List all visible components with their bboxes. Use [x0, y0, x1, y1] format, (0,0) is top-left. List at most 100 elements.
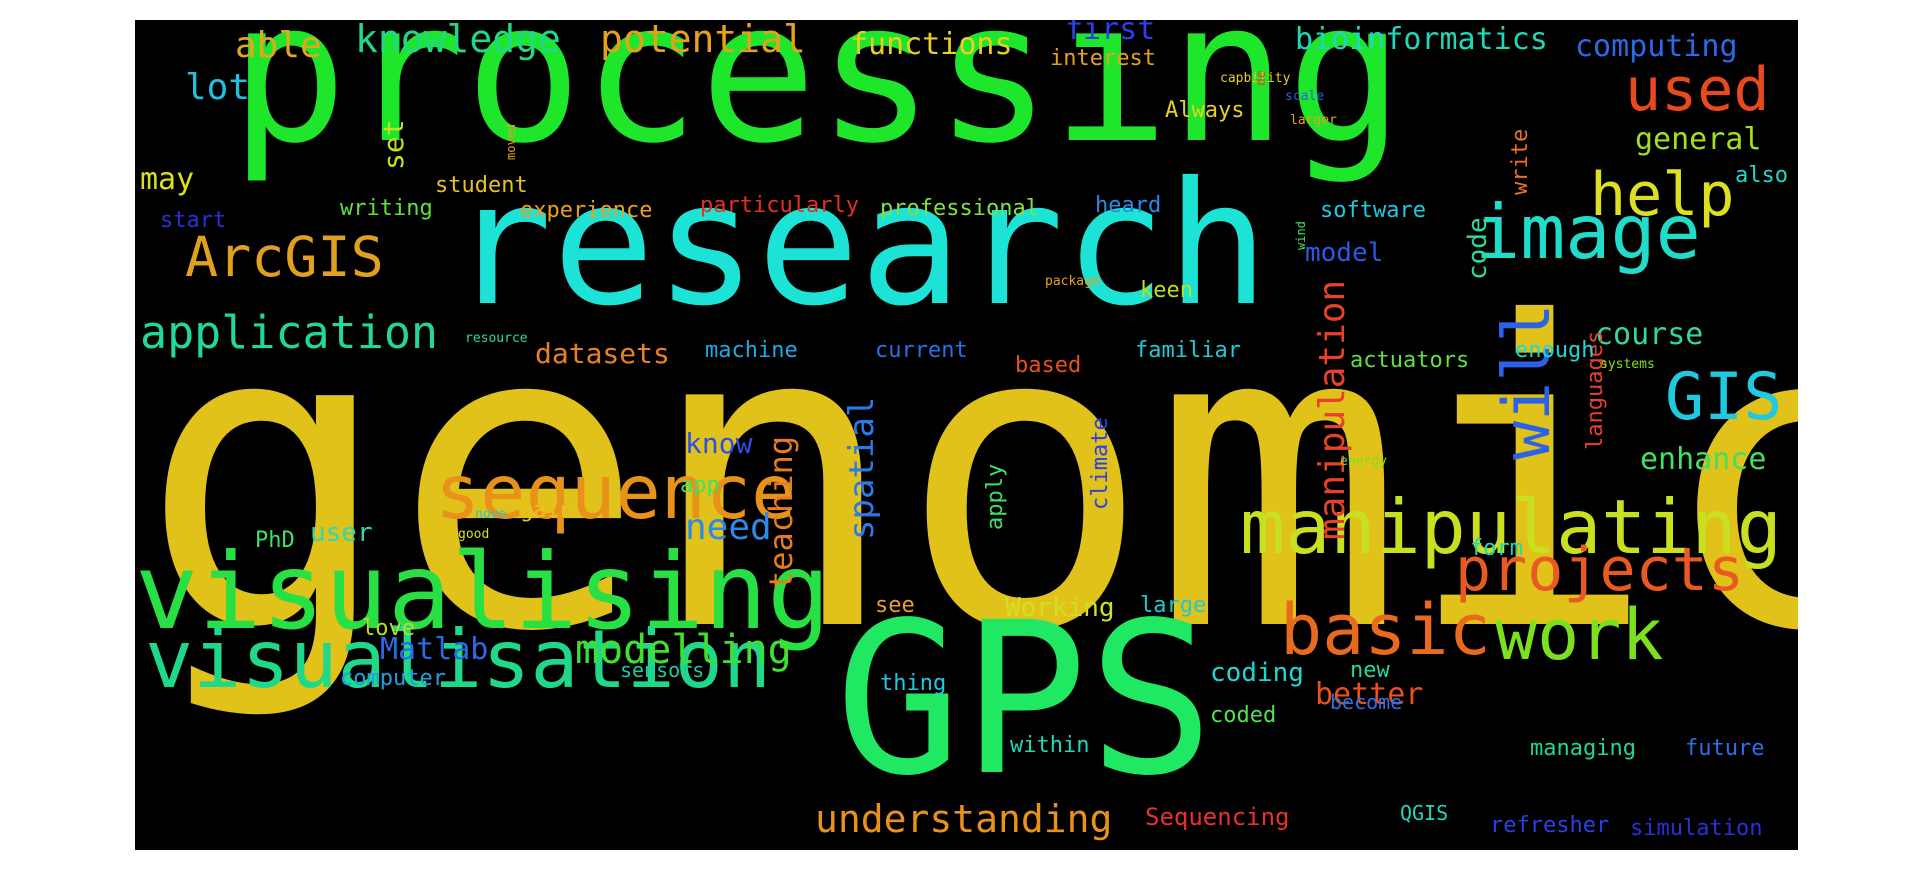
- word-form: form: [1470, 536, 1523, 561]
- word-scale: scale: [1285, 89, 1325, 104]
- word-simulation: simulation: [1630, 816, 1763, 841]
- word-set: set: [377, 119, 410, 170]
- word-lot: lot: [185, 67, 251, 108]
- word-need: need: [685, 507, 772, 548]
- word-enough: enough: [1515, 338, 1595, 363]
- word-become: become: [1330, 690, 1403, 714]
- word-app: app: [680, 473, 720, 498]
- word-heard: heard: [1095, 193, 1162, 218]
- word-matlab: Matlab: [380, 632, 489, 667]
- word-basic: basic: [1280, 589, 1491, 671]
- word-know: know: [685, 427, 753, 460]
- word-familiar: familiar: [1135, 338, 1241, 363]
- word-genomic: genomic: [140, 235, 1798, 724]
- word-understanding: understanding: [815, 797, 1113, 841]
- word-knowledge: knowledge: [355, 20, 561, 61]
- word-manipulation: manipulation: [1312, 279, 1353, 540]
- word-phd: PhD: [255, 528, 295, 553]
- word-love: love: [362, 616, 415, 641]
- word-writing: writing: [340, 196, 433, 221]
- word-gis: GIS: [1665, 360, 1783, 435]
- word-application: application: [140, 306, 439, 359]
- word-coding: coding: [1210, 658, 1304, 688]
- word-course: course: [1595, 317, 1704, 352]
- word-based: based: [1015, 353, 1082, 378]
- word-within: within: [1010, 733, 1090, 758]
- word-apply: apply: [983, 463, 1008, 530]
- word-research: research: [450, 146, 1269, 344]
- word-manipulating: manipulating: [1240, 483, 1782, 571]
- word-gps: GPS: [835, 577, 1215, 822]
- word-climate: climate: [1088, 417, 1113, 510]
- word-computing: computing: [1575, 29, 1738, 64]
- word-used: used: [1625, 55, 1770, 125]
- word-wind: wind: [1294, 221, 1308, 250]
- word-code: code: [1463, 217, 1493, 280]
- word-spatial: spatial: [842, 396, 882, 540]
- word-arcgis: ArcGIS: [185, 225, 384, 289]
- word-working: Working: [1005, 593, 1115, 623]
- word-computer: computer: [340, 666, 446, 691]
- word-good: good: [458, 527, 490, 542]
- word-large: large: [1140, 593, 1207, 618]
- word-work: work: [1495, 594, 1664, 676]
- word-sequencing: Sequencing: [1145, 803, 1290, 831]
- word-model: model: [1305, 238, 1384, 268]
- word-professional: professional: [880, 196, 1039, 221]
- word-also: also: [1735, 163, 1788, 188]
- word-always: Always: [1165, 98, 1245, 123]
- word-thing: thing: [880, 671, 947, 696]
- word-qgis: QGIS: [1400, 801, 1449, 825]
- word-coded: coded: [1210, 703, 1277, 728]
- word-package: package: [1045, 274, 1100, 289]
- word-see: see: [875, 593, 915, 618]
- word-current: current: [875, 338, 968, 363]
- word-visualisation: visualisation: [145, 613, 772, 706]
- word-user: user: [310, 518, 373, 548]
- word-may: may: [140, 162, 195, 197]
- word-will: will: [1490, 303, 1565, 460]
- word-novo: novo: [475, 507, 507, 522]
- word-software: software: [1320, 198, 1426, 223]
- word-gain: gain: [520, 498, 573, 523]
- word-able: able: [235, 25, 322, 66]
- word-particularly: particularly: [700, 193, 859, 218]
- word-refresher: refresher: [1490, 813, 1610, 838]
- word-processing: processing: [230, 20, 1404, 186]
- word-potential: potential: [600, 20, 806, 61]
- word-start: start: [160, 208, 227, 233]
- word-sequence: sequence: [435, 448, 797, 536]
- word-datasets: datasets: [535, 337, 670, 370]
- word-larger: larger: [1290, 113, 1337, 128]
- word-managing: managing: [1530, 736, 1636, 761]
- word-first: first: [1065, 20, 1156, 47]
- word-keen: keen: [1140, 278, 1193, 303]
- word-future: future: [1685, 736, 1765, 761]
- word-systems: systems: [1600, 357, 1655, 372]
- word-bioinformatics: bioinformatics: [1295, 22, 1548, 57]
- word-functions: functions: [850, 27, 1013, 62]
- word-resource: resource: [465, 331, 528, 346]
- word-cloud: genomic processing research GPS visualising v…: [135, 20, 1798, 850]
- word-visualising: visualising: [135, 531, 831, 653]
- word-write: write: [1508, 128, 1533, 195]
- word-experience: experience: [520, 198, 653, 223]
- word-actuators: actuators: [1350, 348, 1470, 373]
- word-moved: moved: [504, 123, 518, 160]
- word-better: better: [1315, 677, 1424, 712]
- word-teaching: teaching: [762, 435, 800, 590]
- word-capbility: capbility: [1220, 71, 1291, 86]
- word-sensors: sensors: [620, 658, 705, 682]
- word-projects: projects: [1455, 535, 1744, 605]
- word-machine: machine: [705, 338, 798, 363]
- word-modelling: modelling: [575, 627, 792, 673]
- word-help: help: [1590, 160, 1735, 230]
- word-energy: energy: [1340, 454, 1387, 469]
- word-de: de: [1254, 70, 1269, 86]
- word-image: image: [1475, 188, 1701, 276]
- word-new: new: [1350, 658, 1390, 683]
- word-interest: interest: [1050, 46, 1156, 71]
- word-general: general: [1635, 122, 1762, 157]
- word-enhance: enhance: [1640, 442, 1767, 477]
- word-student: student: [435, 173, 528, 198]
